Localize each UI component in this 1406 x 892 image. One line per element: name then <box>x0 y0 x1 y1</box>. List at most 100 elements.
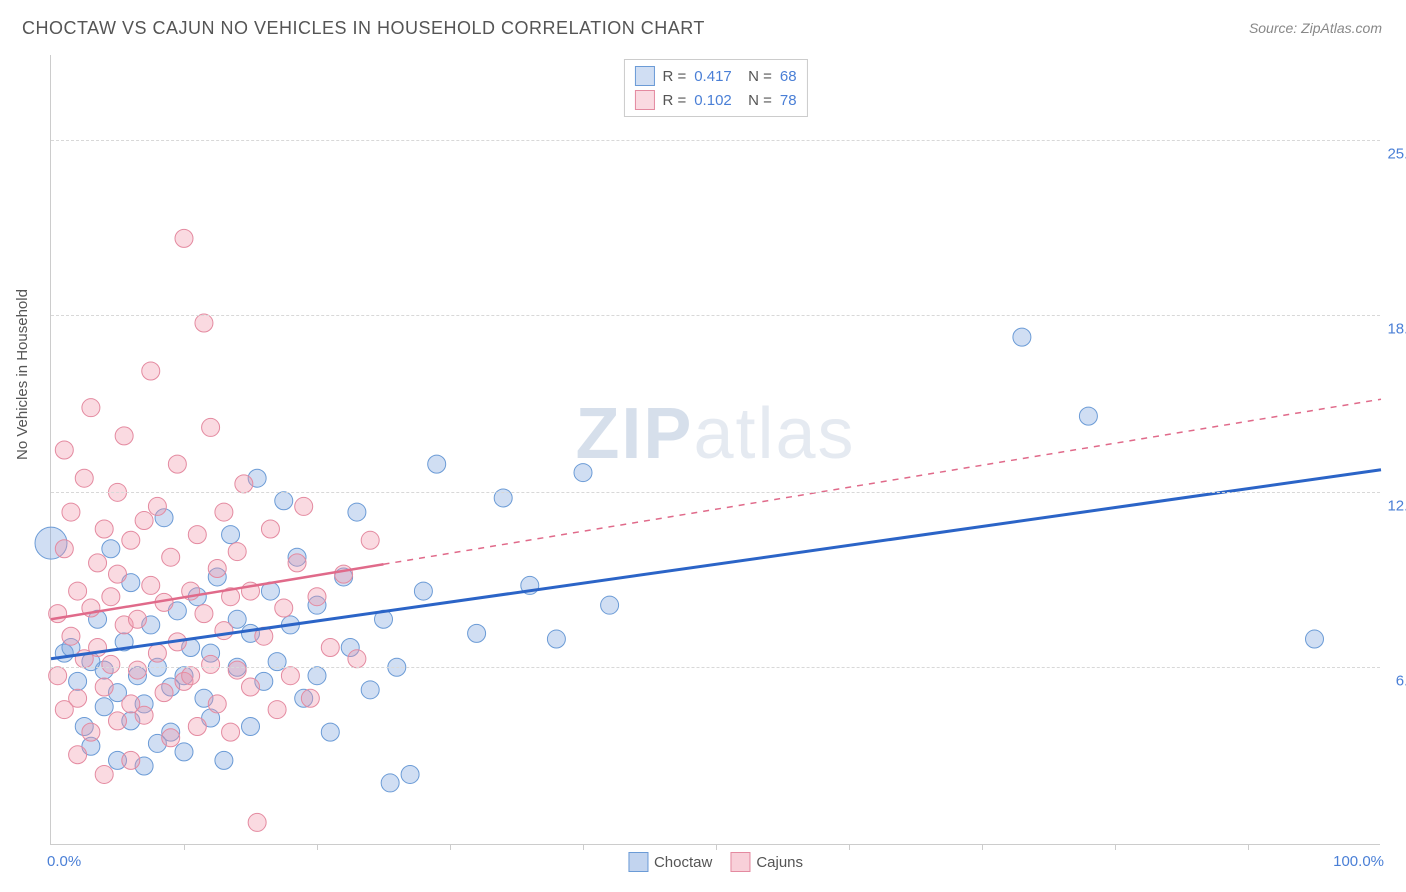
legend-swatch <box>634 66 654 86</box>
scatter-point <box>401 765 419 783</box>
scatter-point <box>195 314 213 332</box>
scatter-point <box>128 661 146 679</box>
scatter-point <box>142 362 160 380</box>
scatter-point <box>168 455 186 473</box>
scatter-point <box>175 743 193 761</box>
legend-row: R = 0.417 N = 68 <box>634 64 796 88</box>
scatter-point <box>69 746 87 764</box>
scatter-point <box>109 712 127 730</box>
scatter-point <box>248 813 266 831</box>
scatter-point <box>547 630 565 648</box>
scatter-point <box>228 661 246 679</box>
legend-n-label: N = <box>740 68 772 85</box>
legend-swatch <box>730 852 750 872</box>
scatter-point <box>361 681 379 699</box>
scatter-point <box>82 723 100 741</box>
source-label: Source: ZipAtlas.com <box>1249 20 1382 36</box>
x-tick <box>849 844 850 850</box>
scatter-point <box>188 526 206 544</box>
scatter-point <box>102 540 120 558</box>
scatter-point <box>89 554 107 572</box>
y-grid-label: 12.5% <box>1384 498 1406 515</box>
scatter-point <box>242 718 260 736</box>
scatter-point <box>162 548 180 566</box>
scatter-point <box>122 751 140 769</box>
scatter-point <box>348 503 366 521</box>
y-axis-label: No Vehicles in Household <box>14 289 31 460</box>
scatter-point <box>242 678 260 696</box>
y-grid-label: 25.0% <box>1384 145 1406 162</box>
scatter-point <box>135 512 153 530</box>
legend-label: Choctaw <box>654 854 712 871</box>
scatter-point <box>348 650 366 668</box>
scatter-point <box>109 565 127 583</box>
x-tick <box>184 844 185 850</box>
scatter-point <box>601 596 619 614</box>
scatter-point <box>195 605 213 623</box>
scatter-point <box>182 667 200 685</box>
legend-swatch <box>628 852 648 872</box>
scatter-point <box>155 684 173 702</box>
legend-r-value: 0.417 <box>694 68 732 85</box>
scatter-point <box>1306 630 1324 648</box>
scatter-svg <box>51 55 1380 844</box>
scatter-point <box>148 644 166 662</box>
scatter-point <box>55 540 73 558</box>
scatter-point <box>361 531 379 549</box>
scatter-point <box>69 582 87 600</box>
scatter-point <box>95 765 113 783</box>
scatter-point <box>321 723 339 741</box>
x-tick <box>583 844 584 850</box>
scatter-point <box>188 718 206 736</box>
scatter-point <box>308 667 326 685</box>
regression-line <box>51 470 1381 659</box>
series-legend: Choctaw Cajuns <box>628 852 803 872</box>
scatter-point <box>335 565 353 583</box>
x-tick <box>982 844 983 850</box>
scatter-point <box>222 723 240 741</box>
scatter-point <box>275 599 293 617</box>
scatter-point <box>428 455 446 473</box>
scatter-point <box>122 531 140 549</box>
scatter-point <box>275 492 293 510</box>
correlation-legend: R = 0.417 N = 68R = 0.102 N = 78 <box>623 59 807 117</box>
scatter-point <box>202 655 220 673</box>
legend-n-value: 78 <box>780 92 797 109</box>
scatter-point <box>215 503 233 521</box>
legend-n-value: 68 <box>780 68 797 85</box>
x-axis-min-label: 0.0% <box>47 853 81 870</box>
legend-n-label: N = <box>740 92 772 109</box>
scatter-point <box>468 624 486 642</box>
scatter-point <box>62 503 80 521</box>
legend-r-label: R = <box>662 92 686 109</box>
scatter-point <box>128 610 146 628</box>
scatter-point <box>574 464 592 482</box>
scatter-point <box>202 418 220 436</box>
legend-swatch <box>634 90 654 110</box>
x-tick <box>1115 844 1116 850</box>
gridline <box>51 667 1380 668</box>
scatter-point <box>381 774 399 792</box>
scatter-point <box>208 560 226 578</box>
plot-area: ZIPatlas R = 0.417 N = 68R = 0.102 N = 7… <box>50 55 1380 845</box>
scatter-point <box>62 627 80 645</box>
legend-r-value: 0.102 <box>694 92 732 109</box>
chart-title: CHOCTAW VS CAJUN NO VEHICLES IN HOUSEHOL… <box>22 18 705 39</box>
scatter-point <box>102 588 120 606</box>
scatter-point <box>148 497 166 515</box>
x-tick <box>450 844 451 850</box>
scatter-point <box>295 497 313 515</box>
scatter-point <box>175 229 193 247</box>
scatter-point <box>102 655 120 673</box>
scatter-point <box>115 427 133 445</box>
scatter-point <box>261 520 279 538</box>
legend-r-label: R = <box>662 68 686 85</box>
scatter-point <box>321 639 339 657</box>
y-grid-label: 6.3% <box>1384 673 1406 690</box>
x-axis-max-label: 100.0% <box>1333 853 1384 870</box>
legend-label: Cajuns <box>756 854 803 871</box>
scatter-point <box>75 469 93 487</box>
scatter-point <box>162 729 180 747</box>
scatter-point <box>69 672 87 690</box>
x-tick <box>317 844 318 850</box>
